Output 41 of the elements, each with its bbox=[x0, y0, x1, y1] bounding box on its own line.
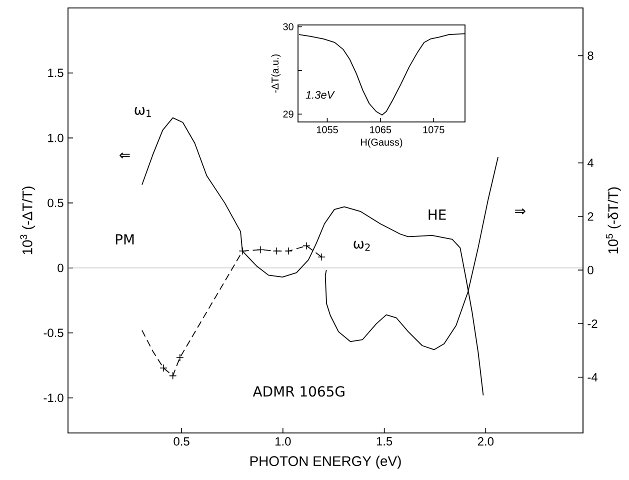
x-tick-label: 2.0 bbox=[478, 437, 494, 446]
y-axis-title: 10$^{3}$ (-ΔT/T) bbox=[20, 186, 36, 254]
x-tick-label: 0.5 bbox=[174, 437, 190, 446]
y2-tick-label: 0 bbox=[588, 266, 594, 274]
x-axis-title: H(Gauss) bbox=[361, 138, 402, 148]
annotation: ω$_{1}$ bbox=[134, 107, 151, 117]
y-tick-label: 1.0 bbox=[48, 134, 64, 142]
annotation: ADMR 1065G bbox=[252, 386, 344, 397]
point bbox=[176, 354, 184, 362]
x-tick-label: 1065 bbox=[370, 126, 392, 134]
y2-tick-label: 8 bbox=[588, 51, 594, 60]
point bbox=[168, 372, 177, 380]
y2-tick-label: -4 bbox=[588, 373, 598, 382]
point bbox=[284, 247, 293, 255]
point bbox=[318, 253, 326, 261]
point bbox=[272, 247, 281, 255]
point bbox=[256, 246, 265, 254]
annotation: PM bbox=[116, 234, 134, 244]
y-tick-label: 0 bbox=[58, 264, 64, 272]
point bbox=[160, 364, 168, 372]
x-tick-label: 1.5 bbox=[376, 437, 392, 446]
annotation: HE bbox=[428, 210, 446, 220]
y-tick-label: -0.5 bbox=[44, 328, 64, 338]
y2-tick-label: 4 bbox=[587, 158, 594, 167]
y-tick-label: 1.5 bbox=[48, 68, 64, 78]
annotation: ⇒ bbox=[515, 208, 526, 214]
y2-tick-label: 2 bbox=[588, 212, 594, 221]
y-tick-label: 29 bbox=[283, 110, 294, 118]
point bbox=[302, 242, 310, 250]
y2-tick-label: -2 bbox=[588, 319, 598, 328]
y-tick-label: 0.5 bbox=[48, 198, 64, 208]
x-tick-label: 1075 bbox=[423, 126, 444, 134]
annotation: ω$_{2}$ bbox=[354, 240, 370, 251]
y-tick-label: -1.0 bbox=[44, 394, 64, 402]
annotation: ⇐ bbox=[120, 152, 130, 158]
y2-axis-title: 10$^{5}$ (-δT/T) bbox=[606, 187, 621, 254]
x-tick-label: 1055 bbox=[316, 126, 338, 134]
annotation: 1.3eV bbox=[306, 91, 335, 99]
y-axis-title: -ΔT(a.u.) bbox=[271, 54, 281, 93]
y-tick-label: 30 bbox=[283, 23, 294, 30]
x-axis-title: PHOTON ENERGY (eV) bbox=[250, 456, 401, 469]
